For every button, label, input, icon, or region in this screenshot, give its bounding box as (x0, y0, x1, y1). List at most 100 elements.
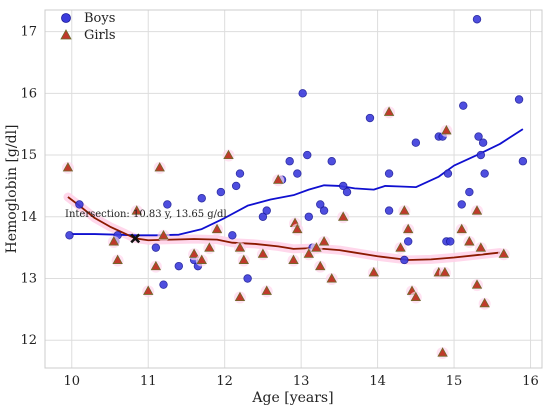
y-axis-label: Hemoglobin [g/dl] (4, 124, 20, 253)
girls-point (338, 211, 349, 221)
boys-point (384, 206, 394, 215)
girls-point (368, 267, 379, 277)
boys-point (303, 150, 312, 160)
boys-point (75, 200, 84, 209)
legend-boys-label: Boys (84, 11, 115, 26)
girls-point (403, 223, 414, 234)
boys-point (465, 187, 474, 197)
girls-point (326, 273, 337, 283)
girls-point (456, 223, 467, 234)
legend-girls-label: Girls (84, 28, 116, 43)
boys-point (293, 169, 302, 178)
girls-point (410, 291, 422, 302)
boys-point (159, 280, 168, 289)
girls-point (439, 267, 451, 277)
x-tick-label: 13 (293, 374, 310, 389)
y-tick-label: 16 (20, 86, 37, 101)
girls-point (143, 285, 154, 295)
intersection-marker (130, 233, 141, 244)
girls-trend-line (67, 196, 501, 261)
x-axis-label: Age [years] (251, 390, 333, 406)
boys-point (285, 157, 294, 166)
girls-point (131, 205, 142, 215)
boys-point (446, 237, 455, 246)
plot-area (45, 10, 542, 368)
trend-lines (67, 128, 524, 261)
boys-point (197, 194, 206, 203)
girls-point (196, 254, 207, 264)
boys-point (327, 157, 336, 166)
grid (45, 10, 542, 368)
girls-point (303, 248, 314, 258)
x-tick-label: 12 (216, 374, 233, 389)
boys-point (514, 95, 524, 104)
x-tick-label: 15 (446, 374, 463, 389)
boys-point (298, 89, 307, 98)
girls-point (318, 236, 330, 246)
boys-point (65, 231, 74, 240)
girls-point (62, 162, 74, 172)
girls-point (257, 248, 269, 258)
girls-point (188, 248, 200, 258)
girls-point (204, 242, 215, 252)
plot-border (44, 9, 543, 369)
girls-point (261, 285, 272, 295)
boys-point (304, 212, 313, 221)
boys-point (216, 187, 226, 197)
y-tick-labels: 12 13 14 15 16 17 (20, 25, 37, 349)
intersection-annotation: Intersection: 10.83 y, 13.65 g/dl (65, 209, 227, 220)
boys-point (443, 169, 453, 178)
boys-point (518, 157, 528, 166)
plot-frame (44, 9, 543, 369)
boys-point (228, 231, 237, 240)
boys-point (243, 274, 252, 283)
boys-point (480, 169, 489, 178)
boys-point (474, 132, 483, 141)
girls-point (395, 242, 406, 252)
girls-point (154, 162, 165, 172)
boys-point (400, 255, 409, 265)
boys-point (235, 169, 245, 178)
girls-point (479, 297, 490, 308)
x-tick-label: 14 (369, 374, 386, 389)
girls-point (471, 279, 483, 289)
boys-point (365, 113, 375, 123)
girls-point (437, 347, 448, 357)
boys-point (174, 261, 184, 271)
girls-point (158, 229, 169, 240)
girls-point (238, 254, 249, 264)
x-tick-label: 16 (522, 374, 539, 389)
girls-point (441, 125, 452, 135)
boys-point (403, 237, 413, 246)
girls-point (211, 223, 223, 234)
legend: Boys Girls (60, 11, 116, 43)
x-tick-label: 10 (63, 374, 80, 389)
girls-point (292, 223, 303, 234)
boys-point (384, 169, 394, 178)
girls-point (234, 291, 246, 302)
boys-point (316, 200, 325, 209)
girls-point (273, 174, 284, 184)
boys-point (342, 187, 352, 197)
y-tick-label: 14 (20, 210, 37, 225)
y-tick-label: 17 (20, 25, 37, 40)
boys-point (163, 200, 172, 209)
x-tick-labels: 10 11 12 13 14 15 16 (63, 374, 538, 389)
y-tick-label: 15 (20, 148, 37, 163)
girls-point (315, 260, 326, 271)
girls-point (383, 106, 395, 116)
girls-point (234, 242, 246, 252)
boys-point (339, 181, 348, 191)
girls-point (399, 205, 410, 215)
boys-point (262, 206, 271, 215)
legend-boys-marker (61, 13, 71, 23)
y-tick-label: 12 (20, 333, 37, 348)
boys-point (472, 15, 482, 24)
data-points (61, 15, 528, 360)
boys-point (231, 181, 241, 191)
girls-point (288, 254, 299, 264)
boys-point (258, 212, 268, 221)
boys-point (151, 243, 161, 252)
